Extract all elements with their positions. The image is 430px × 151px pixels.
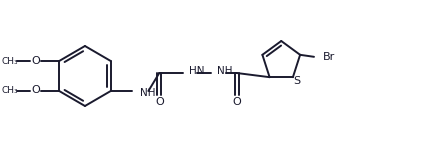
Text: O: O xyxy=(232,97,241,107)
Text: NH: NH xyxy=(217,66,232,77)
Text: O: O xyxy=(31,56,40,66)
Text: Br: Br xyxy=(323,52,335,62)
Text: S: S xyxy=(293,76,301,86)
Text: NH: NH xyxy=(140,88,156,98)
Text: CH₃: CH₃ xyxy=(1,56,18,66)
Text: CH₃: CH₃ xyxy=(1,87,18,95)
Text: O: O xyxy=(31,85,40,95)
Text: HN: HN xyxy=(189,66,205,77)
Text: O: O xyxy=(155,97,164,107)
